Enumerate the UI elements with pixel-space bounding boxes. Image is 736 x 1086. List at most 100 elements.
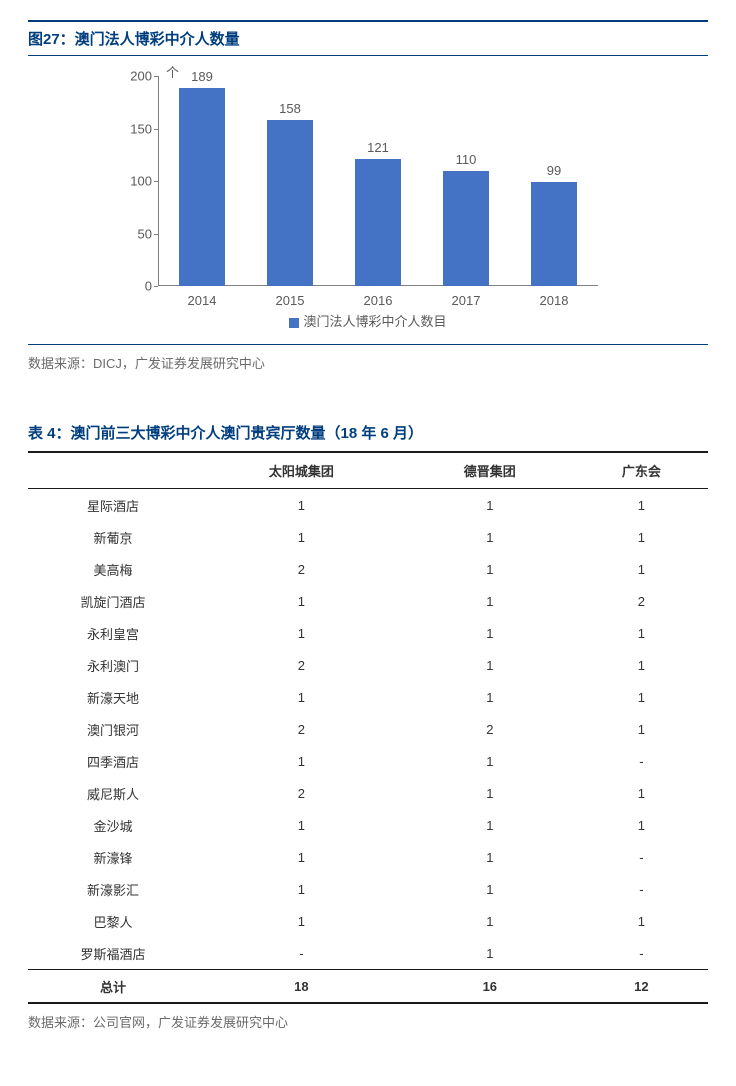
figure-source: 数据来源：DICJ，广发证券发展研究中心 (28, 353, 708, 372)
y-tick-label: 200 (108, 69, 152, 84)
table-cell: 永利澳门 (28, 649, 198, 681)
y-axis-line (158, 76, 159, 286)
table-cell: 1 (198, 681, 405, 713)
bar (355, 159, 401, 286)
legend-color-swatch (289, 318, 299, 328)
table-cell: 1 (405, 585, 575, 617)
table-cell: - (198, 937, 405, 970)
table-cell: - (575, 841, 708, 873)
table-cell: 1 (575, 649, 708, 681)
table-total-cell: 总计 (28, 970, 198, 1004)
table-cell: 1 (405, 873, 575, 905)
table-cell: 1 (575, 713, 708, 745)
y-tick-label: 100 (108, 174, 152, 189)
table-cell: 1 (575, 617, 708, 649)
bar (267, 120, 313, 286)
table-cell: 2 (575, 585, 708, 617)
table-row: 新濠影汇11- (28, 873, 708, 905)
table-cell: 新葡京 (28, 521, 198, 553)
bar-value-label: 99 (524, 163, 584, 178)
x-tick-label: 2015 (260, 293, 320, 308)
table-cell: 2 (198, 777, 405, 809)
table-cell: 1 (405, 553, 575, 585)
figure-bottom-rule (28, 344, 708, 345)
table-cell: 四季酒店 (28, 745, 198, 777)
bar (179, 88, 225, 286)
x-tick-label: 2017 (436, 293, 496, 308)
table-cell: 1 (405, 649, 575, 681)
table-total-cell: 12 (575, 970, 708, 1004)
bar-value-label: 158 (260, 101, 320, 116)
table-row: 凯旋门酒店112 (28, 585, 708, 617)
table-cell: 1 (198, 809, 405, 841)
table-row: 新葡京111 (28, 521, 708, 553)
table-cell: 1 (575, 553, 708, 585)
table-cell: 新濠影汇 (28, 873, 198, 905)
y-tick-mark (154, 129, 158, 130)
y-tick-mark (154, 286, 158, 287)
table-cell: 1 (405, 841, 575, 873)
table-cell: 1 (405, 617, 575, 649)
table-header-cell (28, 452, 198, 489)
table-cell: 巴黎人 (28, 905, 198, 937)
bar-value-label: 189 (172, 69, 232, 84)
table-cell: 1 (575, 521, 708, 553)
x-tick-label: 2014 (172, 293, 232, 308)
table-cell: 金沙城 (28, 809, 198, 841)
x-tick-label: 2016 (348, 293, 408, 308)
table-cell: 1 (405, 905, 575, 937)
table-row: 美高梅211 (28, 553, 708, 585)
bar-value-label: 110 (436, 152, 496, 167)
table-cell: 2 (405, 713, 575, 745)
x-tick-label: 2018 (524, 293, 584, 308)
table-total-cell: 18 (198, 970, 405, 1004)
table-cell: 1 (405, 681, 575, 713)
y-tick-mark (154, 76, 158, 77)
data-table: 太阳城集团德晋集团广东会 星际酒店111新葡京111美高梅211凯旋门酒店112… (28, 451, 708, 1004)
table-cell: 1 (405, 521, 575, 553)
table-cell: - (575, 937, 708, 970)
table-row: 金沙城111 (28, 809, 708, 841)
y-tick-label: 0 (108, 279, 152, 294)
table-cell: 1 (575, 777, 708, 809)
table-cell: 星际酒店 (28, 489, 198, 522)
table-cell: 1 (575, 809, 708, 841)
table-cell: 永利皇宫 (28, 617, 198, 649)
table-cell: 2 (198, 553, 405, 585)
table-cell: 1 (198, 489, 405, 522)
legend-label: 澳门法人博彩中介人数目 (303, 314, 446, 329)
table-cell: 1 (575, 489, 708, 522)
table-cell: 1 (198, 873, 405, 905)
table-header-cell: 德晋集团 (405, 452, 575, 489)
chart-legend: 澳门法人博彩中介人数目 (108, 311, 628, 330)
table-cell: 1 (405, 809, 575, 841)
table-cell: 威尼斯人 (28, 777, 198, 809)
table-total-row: 总计181612 (28, 970, 708, 1004)
bar (531, 182, 577, 286)
table-cell: 1 (405, 745, 575, 777)
y-tick-label: 50 (108, 226, 152, 241)
table-cell: 1 (198, 841, 405, 873)
table-cell: 澳门银河 (28, 713, 198, 745)
bar-chart: 个 澳门法人博彩中介人数目 05010015020018920141582015… (108, 66, 628, 326)
table-row: 新濠天地111 (28, 681, 708, 713)
table-row: 星际酒店111 (28, 489, 708, 522)
table-cell: 美高梅 (28, 553, 198, 585)
table-row: 永利澳门211 (28, 649, 708, 681)
table-header-cell: 广东会 (575, 452, 708, 489)
table-cell: - (575, 745, 708, 777)
table-header-cell: 太阳城集团 (198, 452, 405, 489)
table-cell: - (575, 873, 708, 905)
figure-title: 图27：澳门法人博彩中介人数量 (28, 20, 708, 56)
table-row: 新濠锋11- (28, 841, 708, 873)
table-cell: 1 (198, 905, 405, 937)
table-cell: 1 (198, 521, 405, 553)
table-cell: 1 (405, 777, 575, 809)
table-row: 巴黎人111 (28, 905, 708, 937)
table-cell: 1 (405, 937, 575, 970)
y-tick-mark (154, 181, 158, 182)
y-tick-mark (154, 234, 158, 235)
table-source: 数据来源：公司官网，广发证券发展研究中心 (28, 1012, 708, 1031)
table-cell: 1 (198, 745, 405, 777)
table-cell: 新濠天地 (28, 681, 198, 713)
